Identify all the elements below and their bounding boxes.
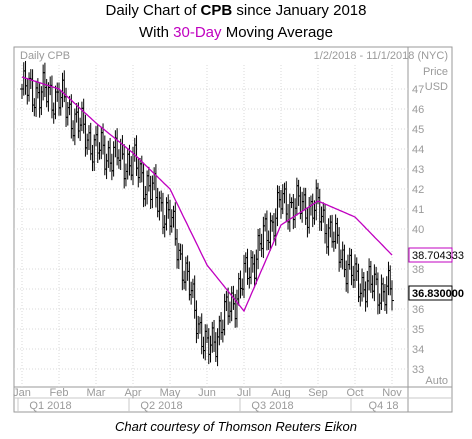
y-tick-label: 38	[412, 264, 424, 276]
y-axis-unit: USD	[425, 81, 448, 93]
title-line-1: Daily Chart of CPB since January 2018	[0, 0, 472, 22]
quarter-label: Q2 2018	[140, 400, 182, 412]
ma-value-label: 38.704333	[412, 250, 464, 262]
y-tick-label: 33	[412, 364, 424, 376]
y-tick-label: 46	[412, 104, 424, 116]
chart-credit: Chart courtesy of Thomson Reuters Eikon	[114, 419, 358, 434]
date-range-label: 1/2/2018 - 11/1/2018 (NYC)	[314, 50, 448, 62]
month-tick-label: May	[160, 387, 181, 399]
month-tick-label: Apr	[124, 387, 141, 399]
price-value-box	[408, 285, 453, 301]
y-tick-label: 40	[412, 224, 424, 236]
title-text: Daily Chart of	[105, 2, 201, 19]
month-tick-label: Oct	[346, 387, 363, 399]
title-line-2: With 30-Day Moving Average	[0, 22, 472, 44]
month-tick-label: Mar	[87, 387, 106, 399]
y-tick-label: 43	[412, 164, 424, 176]
y-tick-label: 34	[412, 344, 424, 356]
y-tick-label: 35	[412, 324, 424, 336]
y-axis-footer: Auto	[425, 375, 448, 387]
y-tick-label: 42	[412, 184, 424, 196]
y-axis-title: Price	[423, 66, 448, 78]
moving-average-line	[21, 76, 393, 313]
month-tick-label: Sep	[308, 387, 328, 399]
month-tick-label: Jul	[237, 387, 251, 399]
y-tick-label: 41	[412, 204, 424, 216]
subtitle-text: With	[139, 24, 174, 41]
quarter-label: Q4 18	[369, 400, 399, 412]
subtitle-text: Moving Average	[221, 24, 333, 41]
chart-title: Daily Chart of CPB since January 2018 Wi…	[0, 0, 472, 44]
y-tick-label: 44	[412, 144, 424, 156]
month-tick-label: Jun	[198, 387, 216, 399]
panel-label: Daily CPB	[20, 50, 70, 62]
month-tick-label: Aug	[271, 387, 291, 399]
price-value-label: 36.830000	[412, 288, 464, 300]
quarter-label: Q1 2018	[29, 400, 71, 412]
y-tick-label: 45	[412, 124, 424, 136]
title-text: since January 2018	[232, 2, 367, 19]
month-tick-label: Feb	[50, 387, 69, 399]
month-tick-label: Jan	[13, 387, 31, 399]
subtitle-accent: 30-Day	[173, 24, 222, 41]
y-tick-label: 47	[412, 84, 424, 96]
quarter-label: Q3 2018	[251, 400, 293, 412]
title-ticker: CPB	[200, 2, 233, 19]
y-tick-label: 36	[412, 304, 424, 316]
ma-value-box	[408, 247, 453, 263]
month-tick-label: Nov	[382, 387, 402, 399]
